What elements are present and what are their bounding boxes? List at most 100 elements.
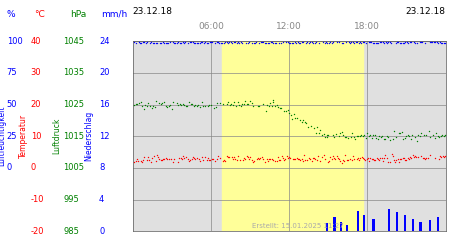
Point bbox=[158, 41, 165, 45]
Point bbox=[413, 138, 420, 142]
Point bbox=[144, 156, 152, 160]
Point bbox=[263, 40, 270, 44]
Point bbox=[302, 41, 310, 45]
Point bbox=[166, 40, 173, 44]
Text: hPa: hPa bbox=[70, 10, 86, 19]
Point bbox=[159, 157, 166, 161]
Point bbox=[400, 40, 408, 44]
Point bbox=[209, 40, 216, 44]
Point bbox=[135, 40, 142, 44]
Point bbox=[298, 40, 306, 44]
Point bbox=[423, 156, 430, 160]
Point bbox=[275, 158, 283, 162]
Point bbox=[267, 157, 274, 161]
Point bbox=[157, 158, 164, 162]
Point bbox=[179, 102, 186, 106]
Point bbox=[437, 41, 445, 45]
Point bbox=[182, 104, 189, 108]
Point bbox=[348, 158, 355, 162]
Point bbox=[205, 41, 212, 45]
Point bbox=[151, 154, 158, 158]
Point bbox=[250, 41, 257, 45]
Point bbox=[217, 40, 225, 44]
Point bbox=[242, 157, 249, 161]
Point bbox=[232, 104, 239, 108]
Point bbox=[153, 41, 161, 45]
Point bbox=[204, 104, 212, 108]
Point bbox=[429, 40, 436, 44]
Point bbox=[398, 41, 405, 45]
Point bbox=[209, 156, 216, 160]
Point bbox=[203, 40, 210, 44]
Point bbox=[307, 157, 314, 161]
Point bbox=[198, 40, 205, 44]
Text: 12: 12 bbox=[99, 132, 109, 141]
Point bbox=[214, 154, 221, 158]
Point bbox=[204, 156, 212, 160]
Point bbox=[416, 40, 423, 44]
Point bbox=[354, 40, 361, 44]
Point bbox=[408, 156, 415, 160]
Point bbox=[134, 102, 141, 106]
Point bbox=[229, 41, 236, 45]
Point bbox=[362, 158, 369, 162]
Point bbox=[146, 158, 153, 162]
Point bbox=[177, 156, 184, 160]
Point bbox=[402, 158, 409, 162]
Point bbox=[322, 157, 329, 161]
Point bbox=[187, 158, 194, 162]
Point bbox=[383, 134, 390, 138]
Point bbox=[226, 103, 233, 107]
Point bbox=[242, 99, 249, 103]
Point bbox=[272, 159, 279, 163]
Point bbox=[144, 40, 151, 44]
Point bbox=[206, 40, 213, 44]
Point bbox=[311, 40, 318, 44]
Point bbox=[346, 158, 354, 162]
Point bbox=[441, 155, 448, 159]
Point bbox=[399, 41, 406, 45]
Point bbox=[358, 41, 365, 45]
Point bbox=[269, 158, 276, 162]
Point bbox=[386, 138, 393, 142]
Point bbox=[315, 131, 323, 135]
Point bbox=[290, 112, 297, 116]
Point bbox=[309, 156, 316, 160]
Point bbox=[392, 160, 399, 164]
Point bbox=[228, 102, 235, 106]
Point bbox=[353, 134, 360, 138]
Point bbox=[359, 134, 366, 138]
Point bbox=[392, 40, 399, 44]
Point bbox=[387, 160, 394, 164]
Point bbox=[305, 41, 312, 45]
Point bbox=[140, 107, 147, 111]
Point bbox=[355, 134, 362, 138]
Point bbox=[310, 156, 318, 160]
Point bbox=[337, 159, 344, 163]
Point bbox=[393, 40, 400, 44]
Point bbox=[132, 159, 139, 163]
Point bbox=[383, 40, 391, 44]
Point bbox=[364, 131, 371, 135]
Point bbox=[320, 153, 328, 157]
Point bbox=[401, 136, 408, 140]
Point bbox=[339, 41, 346, 45]
Point bbox=[362, 41, 369, 45]
Point bbox=[406, 40, 413, 44]
Point bbox=[140, 158, 147, 162]
Point bbox=[148, 106, 155, 110]
Point bbox=[327, 40, 334, 44]
Point bbox=[259, 102, 266, 106]
Point bbox=[158, 158, 166, 162]
Point bbox=[276, 106, 284, 110]
Point bbox=[281, 109, 288, 113]
Text: Luftdruck: Luftdruck bbox=[52, 118, 61, 154]
Point bbox=[160, 100, 167, 104]
Point bbox=[236, 41, 243, 45]
Point bbox=[288, 40, 296, 44]
Point bbox=[408, 40, 415, 44]
Point bbox=[395, 40, 402, 44]
Point bbox=[146, 104, 153, 108]
Text: Erstellt: 15.01.2025 11:27: Erstellt: 15.01.2025 11:27 bbox=[252, 223, 343, 229]
Text: 16: 16 bbox=[99, 100, 110, 109]
